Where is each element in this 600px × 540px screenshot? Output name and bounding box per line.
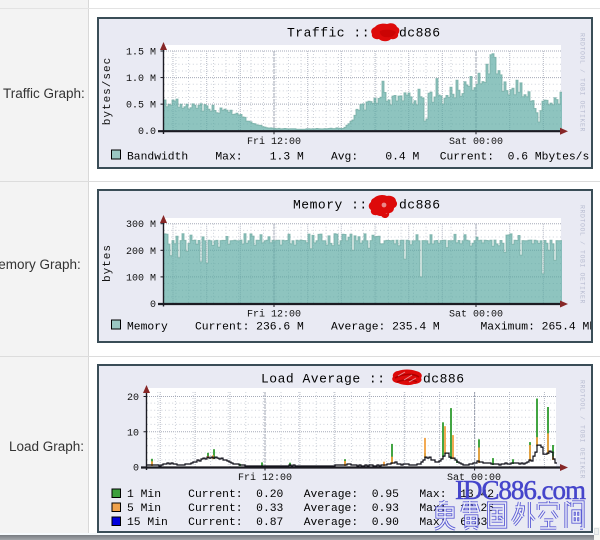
svg-text:bytes/sec: bytes/sec [102,57,114,125]
svg-text:0.5 M: 0.5 M [126,101,156,112]
svg-text:1.0 M: 1.0 M [126,74,156,85]
svg-text:dc886: dc886 [399,26,441,41]
svg-text:Traffic ::: Traffic :: [287,26,370,41]
svg-text:Sat 00:00: Sat 00:00 [449,137,503,148]
svg-text:Sat 00:00: Sat 00:00 [449,310,503,321]
svg-text:5 Min Current: 0.33 Aver: 5 Min Current: 0.33 Average: 0.93 Max: 1… [127,503,494,515]
svg-text:1 Min Current: 0.20 Aver: 1 Min Current: 0.20 Average: 0.95 Max: 1… [127,489,494,501]
svg-text:IDC886.com: IDC886.com [455,475,586,505]
svg-text:100 M: 100 M [126,273,156,284]
svg-text:Fri 12:00: Fri 12:00 [247,136,301,148]
svg-text:dc886: dc886 [399,198,441,213]
svg-text:RRDTOOL / TOBI OETIKER: RRDTOOL / TOBI OETIKER [579,33,586,132]
svg-text:15 Min Current: 0.87 Aver: 15 Min Current: 0.87 Average: 0.90 Max: … [127,517,487,529]
svg-text:0: 0 [133,464,139,475]
svg-text:10: 10 [127,428,139,439]
svg-text:Memory ::: Memory :: [293,198,368,213]
svg-text:200 M: 200 M [126,247,156,258]
svg-text:Fri 12:00: Fri 12:00 [247,309,301,321]
svg-text:300 M: 300 M [126,220,156,231]
svg-text:RRDTOOL / TOBI OETIKER: RRDTOOL / TOBI OETIKER [579,380,586,479]
svg-text:RRDTOOL / TOBI OETIKER: RRDTOOL / TOBI OETIKER [579,205,586,304]
svg-text:bytes: bytes [102,244,114,282]
svg-text:20: 20 [127,393,139,404]
svg-text:0.0: 0.0 [138,127,156,138]
svg-text:0: 0 [150,300,156,311]
svg-text:Bandwidth Max: 1.3 M: Bandwidth Max: 1.3 M Avg: 0.4 M Current:… [127,152,589,164]
svg-text:1.5 M: 1.5 M [126,48,156,59]
svg-text:Sat 00:00: Sat 00:00 [447,473,501,484]
svg-text:dc886: dc886 [423,372,465,387]
svg-text:Load Average ::: Load Average :: [261,372,386,387]
svg-text:Memory Current: 236.6 M: Memory Current: 236.6 M Average: 235.4 M… [127,322,591,334]
svg-text:Fri 12:00: Fri 12:00 [238,472,292,484]
